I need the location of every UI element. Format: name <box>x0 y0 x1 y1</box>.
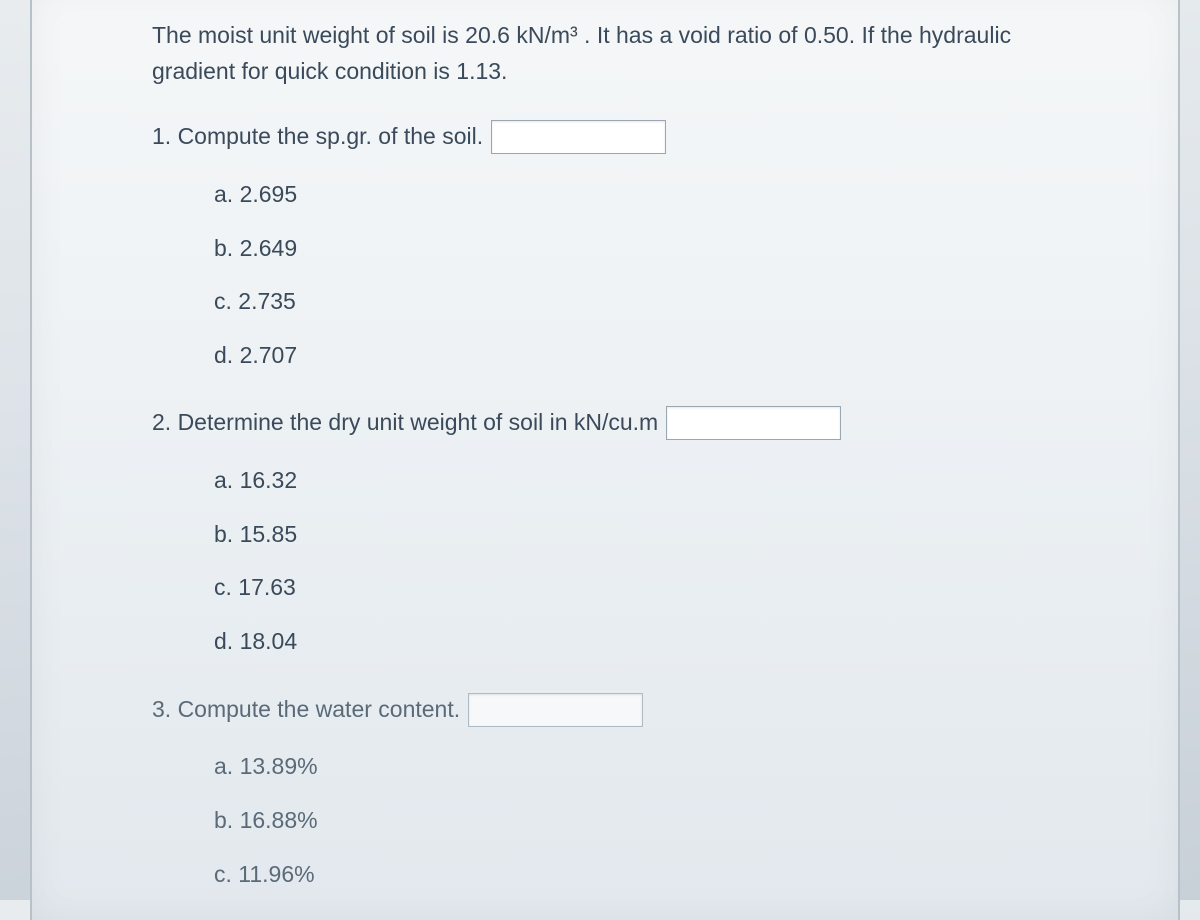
problem-stem: The moist unit weight of soil is 20.6 kN… <box>152 18 1058 89</box>
question-content: The moist unit weight of soil is 20.6 kN… <box>32 0 1178 892</box>
q3-option-c: c. 11.96% <box>214 857 1058 893</box>
q3-prompt-row: 3. Compute the water content. <box>152 692 1058 728</box>
q1-option-d: d. 2.707 <box>214 338 1058 374</box>
q3-option-b: b. 16.88% <box>214 803 1058 839</box>
q2-prompt: 2. Determine the dry unit weight of soil… <box>152 405 658 441</box>
q1-prompt-row: 1. Compute the sp.gr. of the soil. <box>152 119 1058 155</box>
q3-prompt: 3. Compute the water content. <box>152 692 460 728</box>
stem-text: The moist unit weight of soil is 20.6 kN… <box>152 22 1011 84</box>
q1-option-a: a. 2.695 <box>214 177 1058 213</box>
q2-option-a: a. 16.32 <box>214 463 1058 499</box>
question-2: 2. Determine the dry unit weight of soil… <box>152 405 1058 659</box>
q3-answer-input[interactable] <box>468 693 643 727</box>
question-1: 1. Compute the sp.gr. of the soil. a. 2.… <box>152 119 1058 373</box>
q2-option-d: d. 18.04 <box>214 624 1058 660</box>
q2-option-b: b. 15.85 <box>214 517 1058 553</box>
page-frame: The moist unit weight of soil is 20.6 kN… <box>30 0 1180 920</box>
q3-option-a: a. 13.89% <box>214 749 1058 785</box>
question-3: 3. Compute the water content. a. 13.89% … <box>152 692 1058 893</box>
q2-answer-input[interactable] <box>666 406 841 440</box>
q1-prompt: 1. Compute the sp.gr. of the soil. <box>152 119 483 155</box>
q1-options: a. 2.695 b. 2.649 c. 2.735 d. 2.707 <box>152 177 1058 374</box>
q2-option-c: c. 17.63 <box>214 570 1058 606</box>
q2-options: a. 16.32 b. 15.85 c. 17.63 d. 18.04 <box>152 463 1058 660</box>
q2-prompt-row: 2. Determine the dry unit weight of soil… <box>152 405 1058 441</box>
q1-option-c: c. 2.735 <box>214 284 1058 320</box>
q3-options: a. 13.89% b. 16.88% c. 11.96% <box>152 749 1058 892</box>
q1-option-b: b. 2.649 <box>214 231 1058 267</box>
q1-answer-input[interactable] <box>491 120 666 154</box>
